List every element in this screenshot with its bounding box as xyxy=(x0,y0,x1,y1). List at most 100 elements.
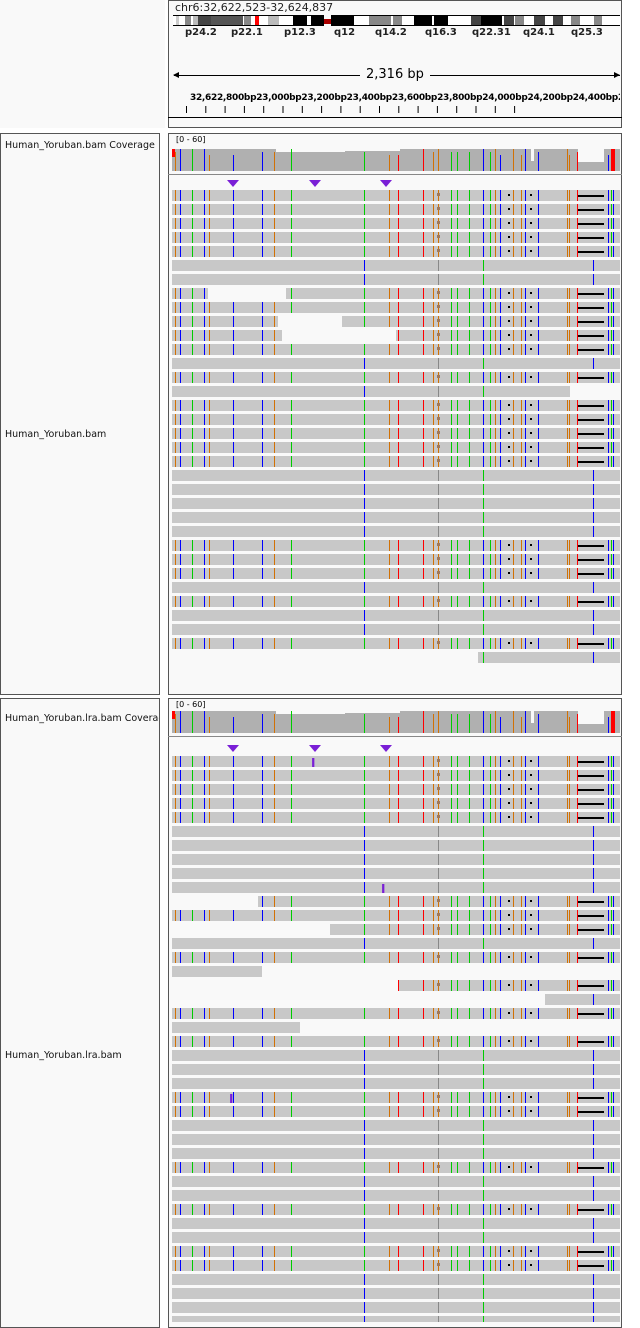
mismatch xyxy=(611,1036,612,1047)
mismatch xyxy=(495,218,496,229)
coverage-variant xyxy=(521,717,522,733)
mismatch xyxy=(538,330,539,341)
mismatch xyxy=(364,826,365,837)
mismatch xyxy=(469,568,470,579)
deletion xyxy=(508,320,510,322)
mismatch xyxy=(180,232,181,243)
mismatch xyxy=(521,372,522,383)
coverage-variant xyxy=(611,711,615,733)
mismatch xyxy=(398,1036,399,1047)
mismatch xyxy=(437,1207,440,1210)
mismatch xyxy=(364,288,365,299)
mismatch xyxy=(262,344,263,355)
mismatch xyxy=(567,1008,568,1019)
mismatch xyxy=(389,372,390,383)
mismatch xyxy=(611,638,612,649)
mismatch xyxy=(291,344,292,355)
mismatch xyxy=(180,1246,181,1257)
read xyxy=(172,952,620,963)
mismatch xyxy=(204,288,205,299)
mismatch xyxy=(483,980,484,991)
insertion-marker-icon[interactable] xyxy=(380,745,392,752)
deletion xyxy=(578,601,604,603)
mismatch xyxy=(490,812,491,823)
mismatch xyxy=(500,568,501,579)
alignment-track-label-2[interactable]: Human_Yoruban.lra.bam xyxy=(5,1050,122,1061)
mismatch xyxy=(233,302,234,313)
coverage-variant xyxy=(438,711,439,733)
coverage-divider xyxy=(168,736,622,737)
coverage-variant xyxy=(291,711,292,733)
mismatch xyxy=(180,1162,181,1173)
mismatch xyxy=(513,798,514,809)
mismatch xyxy=(423,428,424,439)
mismatch xyxy=(423,1162,424,1173)
mismatch xyxy=(438,1050,439,1061)
mismatch xyxy=(513,414,514,425)
mismatch xyxy=(180,218,181,229)
mismatch xyxy=(209,428,210,439)
mismatch xyxy=(500,554,501,565)
insertion-marker-icon[interactable] xyxy=(309,180,321,187)
ruler-tick xyxy=(263,106,265,113)
read xyxy=(172,1134,620,1145)
mismatch xyxy=(513,442,514,453)
mismatch xyxy=(233,456,234,467)
mismatch xyxy=(490,896,491,907)
read xyxy=(172,1190,620,1201)
mismatch xyxy=(180,798,181,809)
mismatch xyxy=(495,1092,496,1103)
ruler-arrows xyxy=(173,72,620,78)
mismatch xyxy=(613,896,614,907)
mismatch xyxy=(233,554,234,565)
mismatch xyxy=(204,1008,205,1019)
mismatch xyxy=(483,218,484,229)
coverage-track-label-2[interactable]: Human_Yoruban.lra.bam Coverage xyxy=(5,713,159,724)
mismatch xyxy=(495,1008,496,1019)
mismatch xyxy=(577,770,578,781)
deletion xyxy=(530,558,532,560)
mismatch xyxy=(180,910,181,921)
alignment-track-label-1[interactable]: Human_Yoruban.bam xyxy=(5,429,107,440)
mismatch xyxy=(525,246,526,257)
insertion-marker-icon[interactable] xyxy=(309,745,321,752)
mismatch xyxy=(180,784,181,795)
mismatch xyxy=(423,596,424,607)
mismatch xyxy=(483,1106,484,1117)
mismatch xyxy=(175,756,176,767)
coverage-variant xyxy=(389,155,390,171)
mismatch xyxy=(180,540,181,551)
mismatch xyxy=(192,428,193,439)
read-gap xyxy=(282,330,396,341)
mismatch xyxy=(192,372,193,383)
mismatch xyxy=(593,582,594,593)
cytoband xyxy=(393,15,402,26)
mismatch xyxy=(613,442,614,453)
insertion-marker-icon[interactable] xyxy=(227,745,239,752)
mismatch xyxy=(438,484,439,495)
insertion-icon[interactable]: I xyxy=(381,882,385,896)
mismatch xyxy=(389,400,390,411)
mismatch xyxy=(569,554,570,565)
coverage-variant xyxy=(175,152,176,171)
mismatch xyxy=(389,190,390,201)
insertion-icon[interactable]: I xyxy=(311,756,315,770)
mismatch xyxy=(569,812,570,823)
mismatch xyxy=(567,344,568,355)
mismatch xyxy=(451,414,452,425)
insertion-icon[interactable]: I xyxy=(229,1092,233,1106)
mismatch xyxy=(204,812,205,823)
mismatch xyxy=(500,638,501,649)
deletion xyxy=(530,236,532,238)
mismatch xyxy=(513,812,514,823)
coverage-track-label-1[interactable]: Human_Yoruban.bam Coverage xyxy=(5,140,155,151)
read xyxy=(172,568,620,579)
coverage-variant xyxy=(192,149,193,171)
mismatch xyxy=(209,246,210,257)
insertion-marker-icon[interactable] xyxy=(380,180,392,187)
mismatch xyxy=(608,246,609,257)
coverage-variant xyxy=(274,714,275,733)
insertion-marker-icon[interactable] xyxy=(227,180,239,187)
mismatch xyxy=(180,1008,181,1019)
